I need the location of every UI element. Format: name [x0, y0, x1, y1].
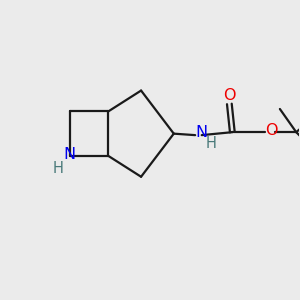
- Text: O: O: [265, 123, 278, 138]
- Text: O: O: [223, 88, 236, 103]
- Text: N: N: [196, 125, 208, 140]
- Text: N: N: [64, 147, 76, 162]
- Text: H: H: [206, 136, 217, 151]
- Text: H: H: [53, 161, 64, 176]
